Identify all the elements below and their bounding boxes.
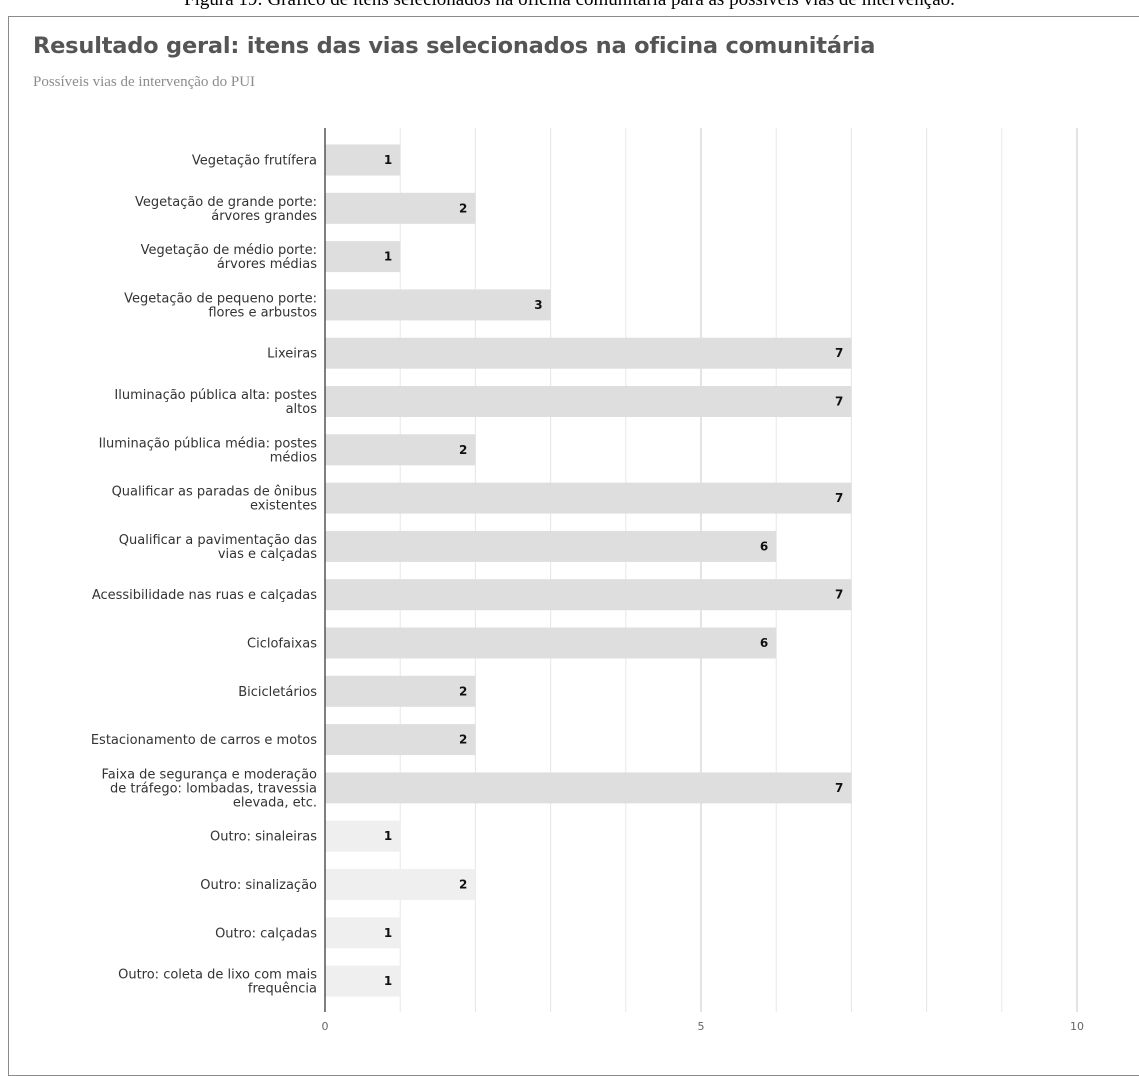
data-label: 7 — [835, 781, 843, 795]
category-label: flores e arbustos — [208, 305, 317, 320]
category-label: Lixeiras — [267, 347, 317, 362]
bar — [325, 869, 476, 900]
data-label: 1 — [384, 153, 392, 167]
bar — [325, 917, 401, 949]
bar — [325, 386, 852, 417]
chart-subtitle: Possíveis vias de intervenção do PUI — [33, 74, 256, 90]
category-label: Ciclofaixas — [247, 637, 317, 652]
data-label: 2 — [459, 733, 467, 747]
bar — [325, 772, 852, 804]
data-label: 1 — [384, 829, 392, 843]
category-label: frequência — [248, 982, 317, 997]
bar — [325, 482, 852, 514]
category-label: existentes — [250, 499, 317, 514]
category-label: de tráfego: lombadas, travessia — [110, 781, 317, 796]
category-label: árvores grandes — [211, 209, 317, 224]
data-label: 3 — [534, 298, 542, 312]
category-label: Qualificar as paradas de ônibus — [112, 485, 318, 500]
category-label: médios — [270, 450, 317, 465]
bar — [325, 337, 852, 369]
bar — [325, 289, 551, 321]
bar — [325, 192, 476, 224]
data-label: 6 — [760, 539, 768, 553]
category-label: árvores médias — [217, 257, 317, 272]
category-label: Qualificar a pavimentação das — [119, 533, 317, 548]
category-label: Iluminação pública alta: postes — [114, 388, 317, 403]
category-label: Vegetação de pequeno porte: — [124, 291, 317, 306]
category-label: Outro: coleta de lixo com mais — [118, 968, 317, 983]
category-label: Acessibilidade nas ruas e calçadas — [92, 588, 317, 603]
bar — [325, 579, 852, 611]
data-label: 1 — [384, 926, 392, 940]
category-label: Estacionamento de carros e motos — [91, 733, 317, 748]
category-label: Vegetação de grande porte: — [135, 195, 317, 210]
category-label: Faixa de segurança e moderação — [102, 767, 318, 782]
category-label: Vegetação de médio porte: — [141, 243, 317, 258]
data-label: 7 — [835, 588, 843, 602]
chart-title: Resultado geral: itens das vias selecion… — [33, 33, 876, 59]
category-label: Vegetação frutífera — [192, 154, 317, 169]
category-label: altos — [286, 402, 318, 417]
bar — [325, 724, 476, 756]
x-tick-label: 5 — [698, 1020, 705, 1033]
data-label: 2 — [459, 201, 467, 215]
x-tick-label: 0 — [322, 1020, 329, 1033]
data-label: 2 — [459, 878, 467, 892]
category-label: Iluminação pública média: postes — [99, 436, 318, 451]
data-label: 6 — [760, 636, 768, 650]
figure-caption: Figura 19: Gráfico de itens selecionados… — [0, 0, 1139, 11]
category-label: Outro: sinaleiras — [210, 830, 317, 845]
bar — [325, 675, 476, 707]
data-label: 1 — [384, 974, 392, 988]
data-label: 2 — [459, 443, 467, 457]
category-label: Outro: sinalização — [200, 878, 317, 893]
data-label: 2 — [459, 684, 467, 698]
bar — [325, 965, 401, 997]
data-label: 1 — [384, 250, 392, 264]
category-label: Outro: calçadas — [215, 926, 317, 941]
data-label: 7 — [835, 491, 843, 505]
category-label: vias e calçadas — [218, 547, 317, 562]
bar — [325, 241, 401, 273]
category-label: elevada, etc. — [233, 795, 317, 810]
data-label: 7 — [835, 395, 843, 409]
x-tick-label: 10 — [1070, 1020, 1084, 1033]
bar — [325, 434, 476, 466]
bar — [325, 530, 777, 562]
bar — [325, 144, 401, 176]
category-label: Bicicletários — [238, 685, 317, 700]
bar — [325, 820, 401, 852]
bar — [325, 627, 777, 659]
data-label: 7 — [835, 346, 843, 360]
